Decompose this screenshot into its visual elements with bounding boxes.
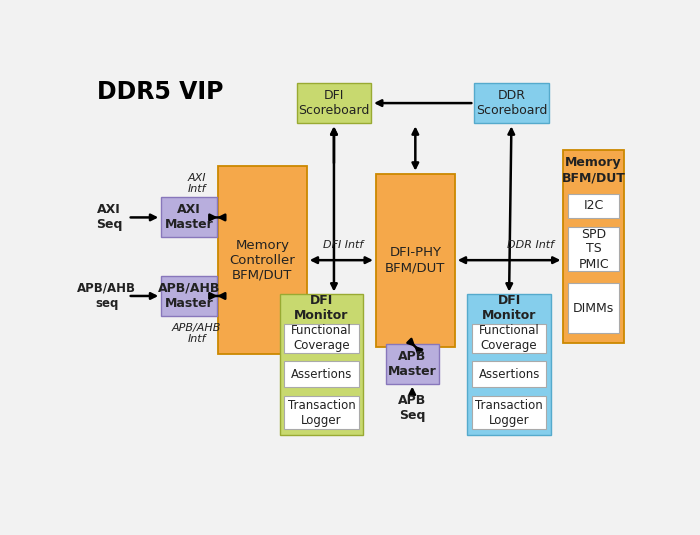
- Text: DFI
Scoreboard: DFI Scoreboard: [298, 89, 370, 117]
- Bar: [280, 294, 363, 435]
- Text: Assertions: Assertions: [478, 368, 540, 381]
- Text: DIMMs: DIMMs: [573, 302, 614, 315]
- Bar: [297, 83, 371, 124]
- Bar: [161, 276, 217, 316]
- Bar: [376, 173, 455, 347]
- Text: AXI
Intf: AXI Intf: [188, 173, 206, 194]
- Text: APB
Seq: APB Seq: [398, 394, 426, 423]
- Bar: [161, 197, 217, 238]
- Bar: [284, 362, 358, 387]
- Bar: [472, 396, 546, 429]
- Text: APB
Master: APB Master: [388, 350, 437, 378]
- Text: DDR Intf: DDR Intf: [508, 240, 554, 250]
- Bar: [472, 324, 546, 353]
- Text: APB/AHB
Master: APB/AHB Master: [158, 282, 220, 310]
- Text: AXI
Seq: AXI Seq: [96, 203, 122, 232]
- Bar: [218, 166, 307, 355]
- Bar: [284, 396, 358, 429]
- Text: Transaction
Logger: Transaction Logger: [475, 399, 543, 427]
- Text: Assertions: Assertions: [291, 368, 352, 381]
- Text: DDR
Scoreboard: DDR Scoreboard: [476, 89, 547, 117]
- Bar: [568, 283, 619, 333]
- Bar: [472, 362, 546, 387]
- Text: Transaction
Logger: Transaction Logger: [288, 399, 356, 427]
- Text: SPD
TS
PMIC: SPD TS PMIC: [578, 227, 609, 271]
- Bar: [468, 294, 551, 435]
- Text: I2C: I2C: [584, 200, 603, 212]
- Bar: [568, 194, 619, 218]
- Text: APB/AHB
seq: APB/AHB seq: [78, 282, 136, 310]
- Text: Memory
Controller
BFM/DUT: Memory Controller BFM/DUT: [230, 239, 295, 281]
- Text: DDR5 VIP: DDR5 VIP: [97, 80, 223, 104]
- Bar: [386, 343, 439, 384]
- Bar: [568, 227, 619, 271]
- Text: DFI
Monitor: DFI Monitor: [482, 294, 536, 322]
- Text: Memory
BFM/DUT: Memory BFM/DUT: [561, 156, 626, 185]
- Text: DFI-PHY
BFM/DUT: DFI-PHY BFM/DUT: [385, 246, 445, 274]
- Text: Functional
Coverage: Functional Coverage: [479, 324, 540, 353]
- Text: DFI
Monitor: DFI Monitor: [295, 294, 349, 322]
- Bar: [474, 83, 549, 124]
- Text: AXI
Master: AXI Master: [164, 203, 214, 232]
- Text: Functional
Coverage: Functional Coverage: [291, 324, 352, 353]
- Bar: [564, 150, 624, 343]
- Bar: [284, 324, 358, 353]
- Text: APB/AHB
Intf: APB/AHB Intf: [172, 323, 221, 345]
- Text: DFI Intf: DFI Intf: [323, 240, 363, 250]
